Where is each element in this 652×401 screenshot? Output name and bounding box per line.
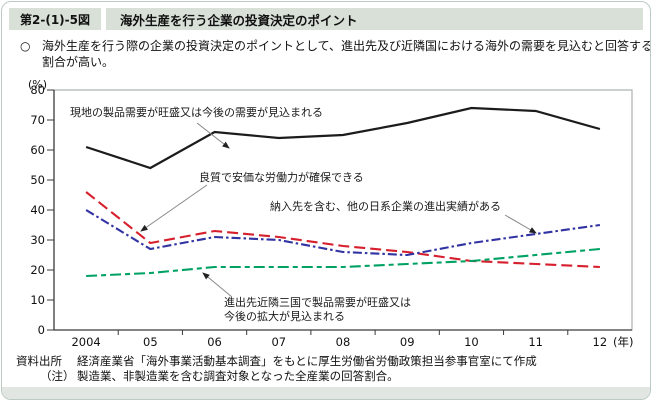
y-tick-label: 0 <box>37 322 45 337</box>
x-tick-label: 12 <box>592 335 608 349</box>
annotation-cheap-labor: 良質で安価な労働力が確保できる <box>199 171 364 184</box>
figure-header: 第2-(1)-5図 海外生産を行う企業の投資決定のポイント <box>9 8 643 30</box>
y-tick-label: 60 <box>30 142 45 157</box>
panel-bottom-band <box>2 387 650 399</box>
x-tick-label: 05 <box>143 335 158 349</box>
y-tick-label: 40 <box>30 202 45 217</box>
annotation-neighbor-demand: 進出先近隣三国で製品需要が旺盛又は今後の拡大が見込まれる <box>224 296 411 323</box>
source-label: 資料出所 <box>16 354 62 368</box>
x-tick-label: 09 <box>399 335 415 349</box>
x-tick-label: 2004 <box>71 335 101 349</box>
x-tick-label: 10 <box>464 335 479 349</box>
y-tick-label: 50 <box>30 172 45 187</box>
y-axis-unit-label: (%) <box>28 78 48 91</box>
y-tick-label: 30 <box>30 232 45 247</box>
data-series-lines <box>85 106 601 278</box>
axis-ticks <box>47 89 569 335</box>
y-tick-label: 20 <box>30 262 45 277</box>
y-tick-label: 70 <box>30 112 45 127</box>
summary-paragraph: ○ 海外生産を行う際の企業の投資決定のポイントとして、進出先及び近隣国における海… <box>20 38 651 70</box>
y-tick-label: 10 <box>30 292 45 307</box>
y-tick-label: 80 <box>30 82 45 97</box>
x-tick-label: 11 <box>528 335 543 349</box>
note-label: （注） <box>40 369 75 383</box>
series-line <box>85 106 601 170</box>
bullet-marker: ○ <box>20 39 31 53</box>
annotation-arrows <box>140 122 537 298</box>
annotation-local-demand: 現地の製品需要が旺盛又は今後の需要が見込まれる <box>70 106 323 119</box>
x-tick-label: 08 <box>335 335 351 349</box>
series-line <box>85 209 601 257</box>
series-line <box>86 247 600 278</box>
series-line <box>85 191 600 269</box>
figure-number: 第2-(1)-5図 <box>9 8 101 30</box>
x-axis-year-suffix: (年) <box>613 335 634 349</box>
figure-title: 海外生産を行う企業の投資決定のポイント <box>106 8 643 30</box>
x-tick-label: 07 <box>271 335 287 349</box>
summary-text: 海外生産を行う際の企業の投資決定のポイントとして、進出先及び近隣国における海外の… <box>42 39 651 69</box>
source-text: 経済産業省「海外事業活動基本調査」をもとに厚生労働省労働政策担当参事官室にて作成 <box>77 354 537 368</box>
note-text: 製造業、非製造業を含む調査対象となった全産業の回答割合。 <box>77 369 399 383</box>
x-tick-label: 06 <box>207 335 222 349</box>
annotation-japanese-firms: 納入先を含む、他の日系企業の進出実績がある <box>270 200 501 213</box>
